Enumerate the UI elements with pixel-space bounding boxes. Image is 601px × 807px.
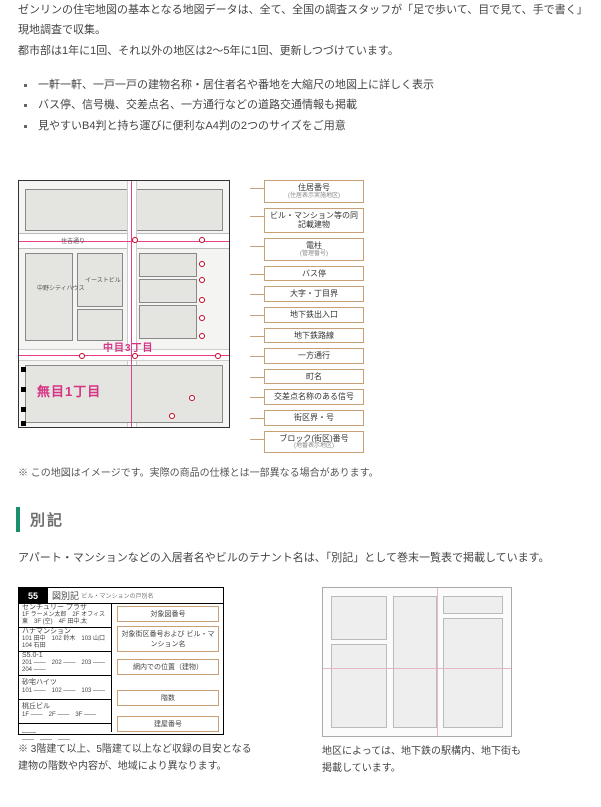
map-legend: 住居番号(住居表示実施地区) ビル・マンション等の同記載建物 電柱(管理番号) … xyxy=(250,180,364,458)
map-label-building: 中野シティハウス xyxy=(37,283,85,292)
section-heading-besshi: 別記 xyxy=(16,507,583,532)
section-lead: アパート・マンションなどの入居者名やビルのテナント名は、「別記」として巻末一覧表… xyxy=(18,548,583,568)
legend-item: バス停 xyxy=(264,266,364,282)
legend-item: 街区界・号 xyxy=(264,410,364,426)
besshi-legend-item: 建屋番号 xyxy=(117,716,219,732)
map-disclaimer: ※ この地図はイメージです。実際の商品の仕様とは一部異なる場合があります。 xyxy=(18,464,583,479)
map-sample-image: 住吉通り 中野シティハウス イーストビル 中目3丁目 無目1丁目 xyxy=(18,180,230,428)
feature-list: 一軒一軒、一戸一戸の建物名称・居住者名や番地を大縮尺の地図上に詳しく表示 バス停… xyxy=(18,75,583,136)
map-label-building: イーストビル xyxy=(85,275,121,284)
besshi-table-image: 55 図別記 ビル・マンションの戸別名 センチュリー プラザ1F ラーメン太郎 … xyxy=(18,587,224,735)
feature-item: バス停、信号機、交差点名、一方通行などの道路交通情報も掲載 xyxy=(36,95,583,115)
underground-map-image xyxy=(322,587,512,737)
legend-item: 一方通行 xyxy=(264,348,364,364)
map-label-street: 住吉通り xyxy=(61,236,85,245)
legend-item: 大字・丁目界 xyxy=(264,286,364,302)
legend-item: 地下鉄路線 xyxy=(264,328,364,344)
intro-line-2: 都市部は1年に1回、それ以外の地区は2～5年に1回、更新しつづけています。 xyxy=(18,41,583,61)
legend-item: 交差点名称のある信号 xyxy=(264,389,364,405)
legend-item: ビル・マンション等の同記載建物 xyxy=(264,208,364,233)
legend-item: 住居番号(住居表示実施地区) xyxy=(264,180,364,203)
intro-block: ゼンリンの住宅地図の基本となる地図データは、全て、全国の調査スタッフが「足で歩い… xyxy=(18,0,583,61)
besshi-legend-item: 網内での位置（建物） xyxy=(117,659,219,675)
map-chome-small: 中目3丁目 xyxy=(103,339,154,354)
feature-item: 見やすいB4判と持ち運びに便利なA4判の2つのサイズをご用意 xyxy=(36,116,583,136)
besshi-figure-title: 図別記 ビル・マンションの戸別名 xyxy=(47,588,223,604)
map-chome-big: 無目1丁目 xyxy=(37,381,101,400)
legend-item: ブロック(街区)番号(地番表示地区) xyxy=(264,431,364,454)
underground-caption: 地区によっては、地下鉄の駅構内、地下街も掲載しています。 xyxy=(322,743,522,777)
besshi-legend-item: 対象図番号 xyxy=(117,606,219,622)
intro-line-1: ゼンリンの住宅地図の基本となる地図データは、全て、全国の調査スタッフが「足で歩い… xyxy=(18,0,583,41)
legend-item: 町名 xyxy=(264,369,364,385)
besshi-legend-item: 階数 xyxy=(117,690,219,706)
besshi-figures: 55 図別記 ビル・マンションの戸別名 センチュリー プラザ1F ラーメン太郎 … xyxy=(18,587,583,787)
legend-item: 電柱(管理番号) xyxy=(264,238,364,261)
besshi-figure-number: 55 xyxy=(19,588,47,604)
map-figure: 住吉通り 中野シティハウス イーストビル 中目3丁目 無目1丁目 住居番号(住居… xyxy=(18,180,583,458)
legend-item: 地下鉄出入口 xyxy=(264,307,364,323)
besshi-legend-item: 対象街区番号および ビル・マンション名 xyxy=(117,626,219,652)
feature-item: 一軒一軒、一戸一戸の建物名称・居住者名や番地を大縮尺の地図上に詳しく表示 xyxy=(36,75,583,95)
